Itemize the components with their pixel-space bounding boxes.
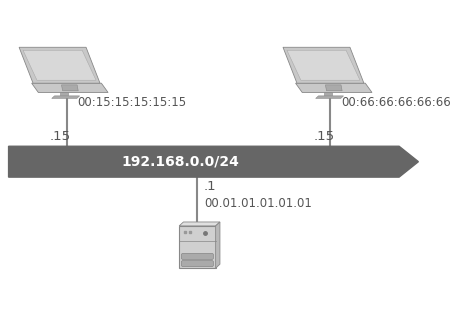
Polygon shape [287, 50, 360, 80]
Text: .15: .15 [49, 130, 71, 143]
FancyBboxPatch shape [181, 261, 213, 266]
Polygon shape [179, 222, 220, 226]
Polygon shape [60, 93, 68, 96]
Polygon shape [216, 222, 220, 268]
Polygon shape [32, 83, 108, 93]
Text: .1: .1 [204, 180, 217, 193]
Text: 192.168.0.0/24: 192.168.0.0/24 [121, 155, 239, 169]
Text: .15: .15 [313, 130, 334, 143]
Polygon shape [19, 47, 100, 83]
Polygon shape [23, 50, 96, 80]
Polygon shape [52, 96, 80, 98]
Text: 00.01.01.01.01.01: 00.01.01.01.01.01 [204, 197, 312, 210]
Polygon shape [61, 85, 78, 91]
FancyBboxPatch shape [179, 226, 216, 268]
Polygon shape [326, 85, 342, 91]
Polygon shape [296, 83, 372, 93]
FancyBboxPatch shape [181, 254, 213, 259]
Text: 00:15:15:15:15:15: 00:15:15:15:15:15 [77, 96, 186, 109]
Text: 00:66:66:66:66:66: 00:66:66:66:66:66 [341, 96, 451, 109]
Polygon shape [324, 93, 332, 96]
Polygon shape [283, 47, 364, 83]
Polygon shape [316, 96, 344, 98]
Polygon shape [8, 146, 418, 177]
